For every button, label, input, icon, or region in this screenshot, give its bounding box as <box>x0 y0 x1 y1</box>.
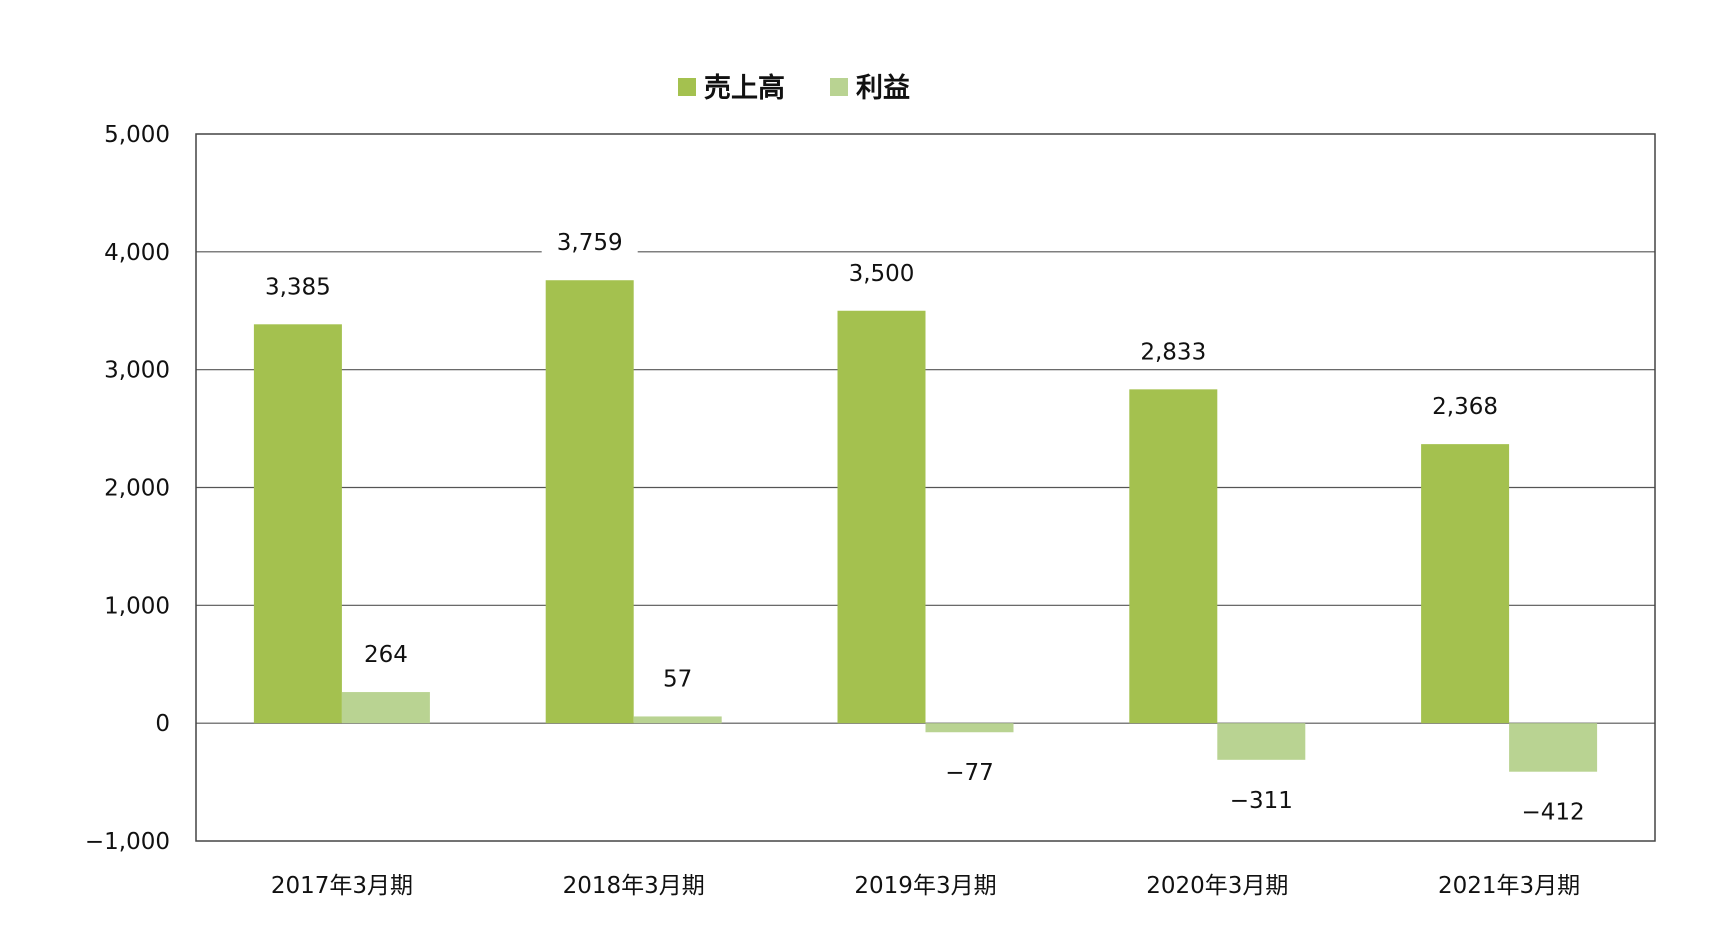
data-label-background-2 <box>833 256 930 289</box>
y-tick-label-3: 2,000 <box>104 476 170 502</box>
x-category-label-2: 2019年3月期 <box>854 873 996 899</box>
sales-bar-2 <box>837 310 926 724</box>
y-axis-ticks: −1,000 0 1,000 2,000 3,000 4,000 5,000 <box>85 122 170 855</box>
x-axis-categories: 2017年3月期 2018年3月期 2019年3月期 2020年3月期 2021年3月期 <box>271 873 1580 899</box>
profit-data-label-0: 264 <box>364 642 408 668</box>
profit-bar-2 <box>925 723 1014 733</box>
legend-label-1: 利益 <box>856 73 910 104</box>
sales-data-label-2: 3,500 <box>849 261 915 287</box>
legend-swatch-0 <box>678 78 696 96</box>
x-category-label-0: 2017年3月期 <box>271 873 413 899</box>
sales-data-label-0: 3,385 <box>265 274 331 300</box>
x-category-label-4: 2021年3月期 <box>1438 873 1580 899</box>
plot-area-border <box>195 133 1656 842</box>
plot-frame <box>195 133 1656 842</box>
profit-bar-3 <box>1217 723 1306 760</box>
y-tick-label-1: 0 <box>155 711 170 737</box>
sales-bar-3 <box>1129 389 1218 724</box>
sales-data-label-3: 2,833 <box>1140 339 1206 365</box>
profit-bar-0 <box>341 692 430 724</box>
legend-swatch-1 <box>830 78 848 96</box>
data-label-background-4 <box>1417 390 1514 423</box>
sales-bar-4 <box>1421 444 1510 724</box>
x-category-label-3: 2020年3月期 <box>1146 873 1288 899</box>
profit-data-label-4: −412 <box>1522 800 1585 826</box>
sales-bar-0 <box>253 324 342 724</box>
data-labels: 3,385 264 3,759 57 3,500 −77 2,833 −311 2,368 −41… <box>249 226 1585 826</box>
data-label-background-1 <box>541 226 638 259</box>
y-tick-label-0: −1,000 <box>85 829 170 855</box>
profit-data-label-2: −77 <box>945 760 994 786</box>
y-tick-label-5: 4,000 <box>104 240 170 266</box>
legend-label-0: 売上高 <box>704 72 785 104</box>
profit-data-label-3: −311 <box>1230 788 1293 814</box>
bars <box>253 280 1598 772</box>
profit-data-label-1: 57 <box>663 666 692 692</box>
data-label-background-0 <box>249 270 346 303</box>
y-tick-label-6: 5,000 <box>104 122 170 148</box>
x-category-label-1: 2018年3月期 <box>563 873 705 899</box>
sales-bar-1 <box>545 280 634 724</box>
y-tick-label-4: 3,000 <box>104 358 170 384</box>
sales-data-label-4: 2,368 <box>1432 394 1498 420</box>
sales-data-label-1: 3,759 <box>557 230 623 256</box>
data-label-background-3 <box>1125 335 1222 368</box>
legend: 売上高 利益 <box>678 72 910 104</box>
profit-bar-1 <box>633 716 722 724</box>
profit-bar-4 <box>1509 723 1598 772</box>
y-tick-label-2: 1,000 <box>104 593 170 619</box>
